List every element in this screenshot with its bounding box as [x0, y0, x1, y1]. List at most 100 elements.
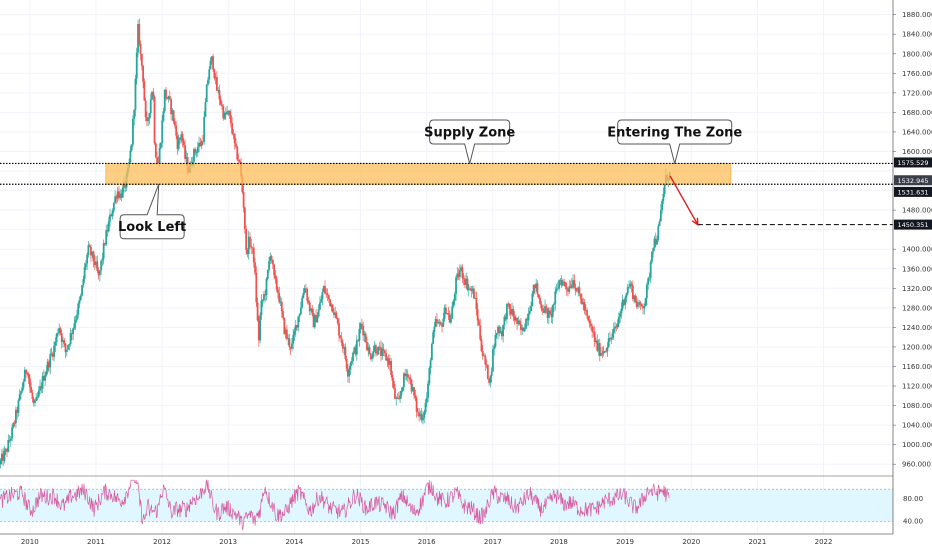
candle-body	[663, 184, 666, 194]
candle-body	[446, 313, 449, 315]
candle-body	[305, 288, 307, 290]
candle-body	[313, 314, 316, 328]
candle-body	[413, 387, 415, 396]
candle-body	[105, 230, 108, 245]
candle-body	[619, 313, 622, 317]
candle-body	[564, 282, 567, 287]
candle-body	[160, 142, 162, 148]
candle-body	[598, 343, 601, 356]
candle-body	[344, 346, 347, 359]
callout-label: Entering The Zone	[607, 125, 742, 140]
candle-body	[283, 317, 286, 334]
candle-body	[285, 329, 288, 339]
candle-body	[229, 115, 232, 124]
candle-body	[207, 79, 209, 85]
candle-body	[457, 273, 460, 278]
candle-body	[653, 238, 656, 249]
candle-body	[64, 343, 67, 353]
candle-body	[532, 284, 535, 294]
projection-arrow-line	[669, 175, 699, 226]
candle-body	[48, 361, 50, 368]
candle-body	[410, 379, 413, 392]
candle-body	[374, 345, 377, 354]
candle-body	[39, 386, 41, 391]
candle-body	[490, 371, 493, 376]
candle-body	[270, 256, 273, 260]
candle-body	[512, 308, 515, 317]
candle-body	[311, 308, 314, 313]
candle-body	[368, 347, 371, 355]
candle-body	[437, 322, 440, 324]
candle-body	[194, 148, 197, 153]
candle-body	[72, 328, 75, 335]
callout-box	[617, 119, 733, 164]
price-label: 1450.351	[897, 221, 928, 229]
candle-body	[479, 325, 482, 340]
candle-body	[139, 43, 142, 55]
candle-body	[488, 379, 491, 383]
candle-body	[455, 277, 457, 295]
candle-body	[135, 52, 138, 79]
candle-body	[45, 370, 48, 376]
y-tick-label: 1760.000	[902, 70, 932, 78]
candle-body	[312, 312, 315, 328]
candle-body	[120, 193, 123, 198]
candle-body	[58, 328, 61, 334]
candle-body	[151, 91, 153, 100]
candle-body	[34, 400, 36, 404]
candle-body	[456, 273, 459, 278]
candle-body	[269, 256, 272, 262]
candle-body	[316, 316, 319, 323]
candle-body	[578, 287, 581, 294]
y-tick-label: 1600.000	[902, 148, 932, 156]
candle-body	[60, 333, 63, 342]
candle-body	[380, 347, 382, 356]
candle-body	[611, 333, 614, 338]
candle-body	[184, 145, 186, 159]
candle-body	[354, 347, 357, 355]
grid-layer	[0, 0, 893, 534]
candle-body	[329, 299, 332, 307]
candle-body	[322, 286, 325, 292]
candle-body	[497, 326, 499, 333]
candle-body	[661, 200, 664, 211]
candle-body	[100, 260, 103, 271]
candle-body	[69, 333, 72, 345]
candle-body	[521, 327, 524, 330]
candle-body	[324, 286, 326, 294]
candle-body	[243, 207, 246, 230]
candle-body	[471, 288, 474, 291]
candle-body	[246, 250, 249, 254]
candle-body	[465, 278, 468, 285]
candle-body	[397, 398, 400, 400]
candle-body	[331, 304, 334, 313]
candle-body	[404, 373, 407, 377]
candle-body	[27, 373, 30, 379]
candle-body	[476, 309, 479, 321]
y-tick-label: 1680.000	[902, 109, 932, 117]
candle-body	[180, 134, 183, 138]
candle-body	[221, 104, 223, 107]
candle-body	[546, 308, 549, 319]
candle-body	[334, 312, 337, 315]
candle-body	[644, 298, 647, 307]
candle-body	[2, 453, 5, 462]
x-tick-label: 2021	[748, 538, 766, 546]
candle-body	[662, 193, 665, 201]
x-tick-label: 2014	[285, 538, 303, 546]
candle-body	[561, 281, 564, 286]
candle-body	[357, 340, 359, 342]
callout-label: Look Left	[118, 220, 186, 235]
candle-body	[306, 289, 309, 301]
candle-body	[12, 422, 15, 428]
candle-body	[107, 221, 110, 232]
candle-body	[626, 287, 629, 294]
candle-body	[451, 306, 454, 319]
candle-body	[647, 278, 650, 285]
candle-body	[518, 320, 521, 325]
candle-body	[213, 69, 216, 79]
candle-body	[526, 318, 529, 321]
candle-body	[583, 302, 586, 311]
candle-body	[215, 77, 218, 91]
price-label-bg	[894, 175, 932, 186]
